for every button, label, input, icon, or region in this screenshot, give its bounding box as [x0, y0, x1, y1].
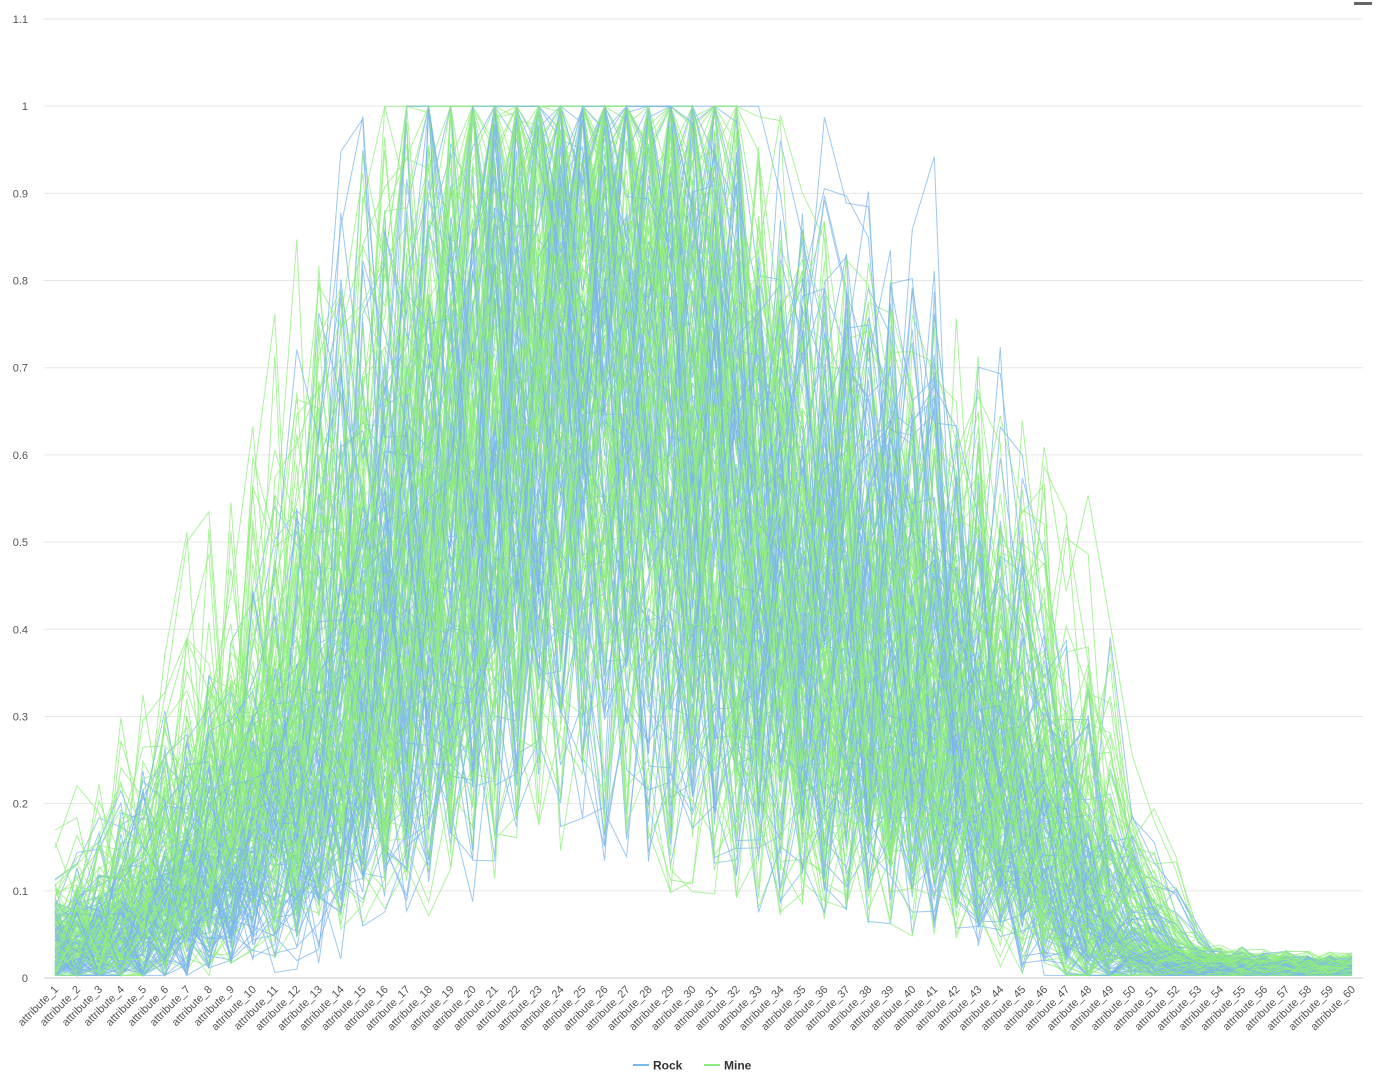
y-tick-label: 0.5	[13, 537, 28, 549]
series-line-mine[interactable]	[54, 211, 1353, 976]
y-tick-label: 0.1	[13, 886, 28, 898]
series-line-mine[interactable]	[54, 112, 1353, 976]
series-line-rock[interactable]	[54, 213, 1353, 977]
series-line-rock[interactable]	[54, 487, 1353, 977]
series-line-mine[interactable]	[54, 147, 1353, 976]
series-line-mine[interactable]	[54, 104, 1353, 975]
series-line-mine[interactable]	[54, 106, 1353, 977]
y-tick-label: 0.7	[13, 363, 28, 375]
y-tick-label: 0.8	[13, 276, 28, 288]
series-line-mine[interactable]	[54, 372, 1353, 977]
y-tick-label: 1	[22, 101, 28, 113]
series-line-mine[interactable]	[54, 315, 1353, 976]
series-line-mine[interactable]	[54, 349, 1352, 977]
series-lines	[54, 104, 1353, 978]
series-line-mine[interactable]	[54, 108, 1353, 976]
series-line-mine[interactable]	[54, 214, 1353, 976]
series-line-mine[interactable]	[54, 376, 1353, 976]
y-tick-label: 0.6	[13, 450, 28, 462]
series-line-rock[interactable]	[54, 106, 1353, 977]
legend-label: Rock	[653, 1059, 683, 1073]
series-line-rock[interactable]	[54, 109, 1353, 976]
y-tick-label: 0.9	[13, 188, 28, 200]
menu-icon	[1354, 2, 1372, 5]
x-axis-ticks: attribute_1attribute_2attribute_3attribu…	[16, 984, 1358, 1034]
legend-item-mine[interactable]: Mine	[704, 1059, 752, 1073]
series-line-rock[interactable]	[54, 433, 1353, 976]
y-tick-label: 0.3	[13, 711, 28, 723]
chart-menu-button[interactable]	[1354, 0, 1372, 8]
legend-label: Mine	[724, 1059, 752, 1073]
series-line-rock[interactable]	[54, 106, 1353, 977]
y-tick-label: 0.4	[13, 624, 28, 636]
series-line-mine[interactable]	[54, 106, 1353, 977]
series-line-rock[interactable]	[54, 105, 1353, 977]
series-line-mine[interactable]	[54, 327, 1353, 976]
y-axis-ticks: 0 0.1 0.2 0.3 0.4 0.5 0.6 0.7 0.8 0.9 1 1.1	[13, 14, 28, 985]
y-tick-label: 0	[22, 973, 28, 985]
series-line-mine[interactable]	[54, 423, 1353, 976]
y-tick-label: 0.2	[13, 799, 28, 811]
series-line-mine[interactable]	[54, 286, 1353, 977]
legend-item-rock[interactable]: Rock	[633, 1059, 683, 1073]
y-tick-label: 1.1	[13, 14, 28, 26]
series-line-rock[interactable]	[54, 104, 1353, 978]
series-line-mine[interactable]	[54, 105, 1353, 976]
series-line-mine[interactable]	[54, 106, 1353, 975]
legend[interactable]: Rock Mine	[633, 1059, 752, 1073]
series-line-mine[interactable]	[54, 106, 1353, 977]
series-line-rock[interactable]	[54, 105, 1353, 977]
